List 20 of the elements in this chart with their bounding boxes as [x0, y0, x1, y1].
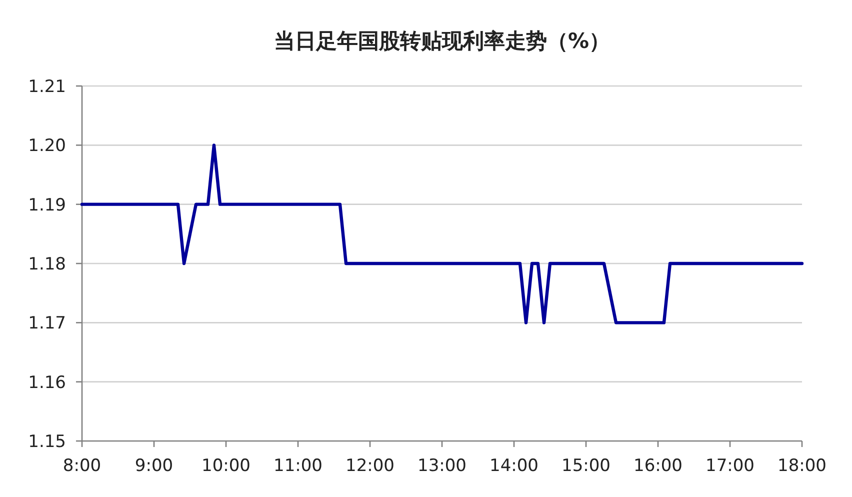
x-tick-label: 8:00 — [62, 456, 102, 476]
x-tick-label: 10:00 — [202, 456, 250, 476]
x-tick-label: 9:00 — [134, 456, 174, 476]
y-tick-label: 1.17 — [28, 314, 66, 334]
x-tick-label: 13:00 — [418, 456, 466, 476]
x-tick-label: 17:00 — [706, 456, 754, 476]
y-tick-label: 1.21 — [28, 77, 66, 97]
y-tick-label: 1.19 — [28, 195, 66, 216]
x-tick-label: 16:00 — [634, 456, 682, 476]
x-tick-label: 15:00 — [562, 456, 610, 476]
line-series — [80, 144, 804, 324]
y-tick-label: 1.20 — [28, 136, 66, 156]
y-tick-label: 1.16 — [28, 372, 66, 393]
x-tick-label: 18:00 — [778, 456, 826, 476]
x-tick-label: 12:00 — [346, 456, 394, 476]
x-tick-label: 14:00 — [490, 456, 538, 476]
chart-title: 当日足年国股转贴现利率走势（%） — [274, 29, 610, 53]
y-tick-label: 1.18 — [28, 254, 66, 274]
y-tick-label: 1.15 — [28, 432, 66, 452]
x-tick-label: 11:00 — [274, 456, 322, 476]
